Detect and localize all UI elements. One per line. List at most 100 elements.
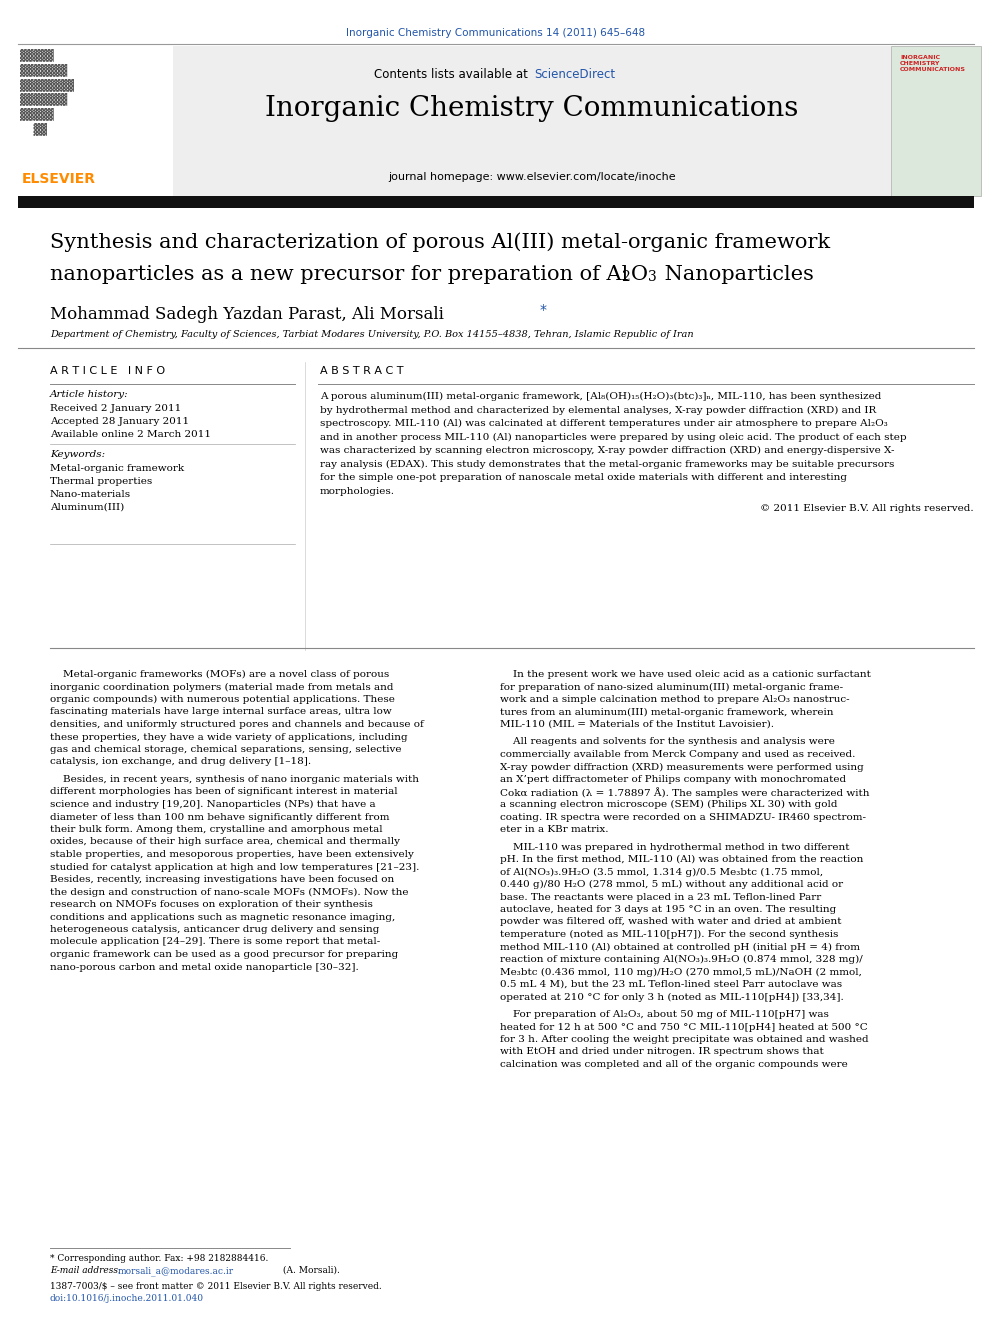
Text: A R T I C L E   I N F O: A R T I C L E I N F O <box>50 366 165 376</box>
Bar <box>18 196 974 208</box>
Text: catalysis, ion exchange, and drug delivery [1–18].: catalysis, ion exchange, and drug delive… <box>50 758 311 766</box>
Text: a scanning electron microscope (SEM) (Philips XL 30) with gold: a scanning electron microscope (SEM) (Ph… <box>500 800 837 810</box>
Text: by hydrothermal method and characterized by elemental analyses, X-ray powder dif: by hydrothermal method and characterized… <box>320 406 876 414</box>
Text: commercially available from Merck Company and used as received.: commercially available from Merck Compan… <box>500 750 855 759</box>
Text: E-mail address:: E-mail address: <box>50 1266 124 1275</box>
Text: with EtOH and dried under nitrogen. IR spectrum shows that: with EtOH and dried under nitrogen. IR s… <box>500 1048 823 1057</box>
Text: Metal-organic frameworks (MOFs) are a novel class of porous: Metal-organic frameworks (MOFs) are a no… <box>50 669 389 679</box>
Text: organic compounds) with numerous potential applications. These: organic compounds) with numerous potenti… <box>50 695 395 704</box>
Text: Besides, recently, increasing investigations have been focused on: Besides, recently, increasing investigat… <box>50 875 394 884</box>
Bar <box>18 46 173 196</box>
Text: their bulk form. Among them, crystalline and amorphous metal: their bulk form. Among them, crystalline… <box>50 826 383 833</box>
Text: Cokα radiation (λ = 1.78897 Å). The samples were characterized with: Cokα radiation (λ = 1.78897 Å). The samp… <box>500 787 870 798</box>
Text: for preparation of nano-sized aluminum(III) metal-organic frame-: for preparation of nano-sized aluminum(I… <box>500 683 843 692</box>
Text: ScienceDirect: ScienceDirect <box>534 67 615 81</box>
Text: inorganic coordination polymers (material made from metals and: inorganic coordination polymers (materia… <box>50 683 394 692</box>
Text: nanoparticles as a new precursor for preparation of Al: nanoparticles as a new precursor for pre… <box>50 265 628 284</box>
Text: Me₃btc (0.436 mmol, 110 mg)/H₂O (270 mmol,5 mL)/NaOH (2 mmol,: Me₃btc (0.436 mmol, 110 mg)/H₂O (270 mmo… <box>500 967 862 976</box>
Text: for 3 h. After cooling the weight precipitate was obtained and washed: for 3 h. After cooling the weight precip… <box>500 1035 869 1044</box>
Text: 3: 3 <box>648 270 657 284</box>
Text: *: * <box>540 303 547 318</box>
Text: ELSEVIER: ELSEVIER <box>22 172 96 187</box>
Text: doi:10.1016/j.inoche.2011.01.040: doi:10.1016/j.inoche.2011.01.040 <box>50 1294 204 1303</box>
Text: Contents lists available at: Contents lists available at <box>374 67 532 81</box>
Text: Nano-materials: Nano-materials <box>50 490 131 499</box>
Text: X-ray powder diffraction (XRD) measurements were performed using: X-ray powder diffraction (XRD) measureme… <box>500 762 864 771</box>
Bar <box>173 46 891 196</box>
Text: an X’pert diffractometer of Philips company with monochromated: an X’pert diffractometer of Philips comp… <box>500 775 846 785</box>
Text: O: O <box>631 265 648 284</box>
Text: For preparation of Al₂O₃, about 50 mg of MIL-110[pH7] was: For preparation of Al₂O₃, about 50 mg of… <box>500 1009 829 1019</box>
Text: the design and construction of nano-scale MOFs (NMOFs). Now the: the design and construction of nano-scal… <box>50 888 409 897</box>
Text: morphologies.: morphologies. <box>320 487 395 496</box>
Text: base. The reactants were placed in a 23 mL Teflon-lined Parr: base. The reactants were placed in a 23 … <box>500 893 821 901</box>
Text: Inorganic Chemistry Communications: Inorganic Chemistry Communications <box>265 95 799 122</box>
Text: eter in a KBr matrix.: eter in a KBr matrix. <box>500 826 608 833</box>
Text: these properties, they have a wide variety of applications, including: these properties, they have a wide varie… <box>50 733 408 741</box>
Text: MIL-110 (MIL = Materials of the Institut Lavoisier).: MIL-110 (MIL = Materials of the Institut… <box>500 720 774 729</box>
Text: molecule application [24–29]. There is some report that metal-: molecule application [24–29]. There is s… <box>50 938 380 946</box>
Text: autoclave, heated for 3 days at 195 °C in an oven. The resulting: autoclave, heated for 3 days at 195 °C i… <box>500 905 836 914</box>
Bar <box>891 46 981 196</box>
Text: Metal-organic framework: Metal-organic framework <box>50 464 185 474</box>
Text: Keywords:: Keywords: <box>50 450 105 459</box>
Text: nano-porous carbon and metal oxide nanoparticle [30–32].: nano-porous carbon and metal oxide nanop… <box>50 963 359 971</box>
Text: calcination was completed and all of the organic compounds were: calcination was completed and all of the… <box>500 1060 848 1069</box>
Text: densities, and uniformly structured pores and channels and because of: densities, and uniformly structured pore… <box>50 720 424 729</box>
Text: A B S T R A C T: A B S T R A C T <box>320 366 404 376</box>
Text: In the present work we have used oleic acid as a cationic surfactant: In the present work we have used oleic a… <box>500 669 871 679</box>
Text: and in another process MIL-110 (Al) nanoparticles were prepared by using oleic a: and in another process MIL-110 (Al) nano… <box>320 433 907 442</box>
Text: Available online 2 March 2011: Available online 2 March 2011 <box>50 430 211 439</box>
Text: Aluminum(III): Aluminum(III) <box>50 503 124 512</box>
Text: heated for 12 h at 500 °C and 750 °C MIL-110[pH4] heated at 500 °C: heated for 12 h at 500 °C and 750 °C MIL… <box>500 1023 868 1032</box>
Text: Accepted 28 January 2011: Accepted 28 January 2011 <box>50 417 189 426</box>
Text: was characterized by scanning electron microscopy, X-ray powder diffraction (XRD: was characterized by scanning electron m… <box>320 446 895 455</box>
Text: INORGANIC
CHEMISTRY
COMMUNICATIONS: INORGANIC CHEMISTRY COMMUNICATIONS <box>900 56 966 71</box>
Text: stable properties, and mesoporous properties, have been extensively: stable properties, and mesoporous proper… <box>50 849 414 859</box>
Text: Inorganic Chemistry Communications 14 (2011) 645–648: Inorganic Chemistry Communications 14 (2… <box>346 28 646 38</box>
Text: © 2011 Elsevier B.V. All rights reserved.: © 2011 Elsevier B.V. All rights reserved… <box>761 504 974 513</box>
Text: Nanoparticles: Nanoparticles <box>658 265 813 284</box>
Text: spectroscopy. MIL-110 (Al) was calcinated at different temperatures under air at: spectroscopy. MIL-110 (Al) was calcinate… <box>320 419 888 429</box>
Text: reaction of mixture containing Al(NO₃)₃.9H₂O (0.874 mmol, 328 mg)/: reaction of mixture containing Al(NO₃)₃.… <box>500 955 863 964</box>
Text: organic framework can be used as a good precursor for preparing: organic framework can be used as a good … <box>50 950 398 959</box>
Text: 0.5 mL 4 M), but the 23 mL Teflon-lined steel Parr autoclave was: 0.5 mL 4 M), but the 23 mL Teflon-lined … <box>500 980 842 990</box>
Text: studied for catalyst application at high and low temperatures [21–23].: studied for catalyst application at high… <box>50 863 420 872</box>
Text: temperature (noted as MIL-110[pH7]). For the second synthesis: temperature (noted as MIL-110[pH7]). For… <box>500 930 838 939</box>
Text: method MIL-110 (Al) obtained at controlled pH (initial pH = 4) from: method MIL-110 (Al) obtained at controll… <box>500 942 860 951</box>
Text: * Corresponding author. Fax: +98 2182884416.: * Corresponding author. Fax: +98 2182884… <box>50 1254 269 1263</box>
Text: Department of Chemistry, Faculty of Sciences, Tarbiat Modares University, P.O. B: Department of Chemistry, Faculty of Scie… <box>50 329 693 339</box>
Text: journal homepage: www.elsevier.com/locate/inoche: journal homepage: www.elsevier.com/locat… <box>388 172 676 183</box>
Text: for the simple one-pot preparation of nanoscale metal oxide materials with diffe: for the simple one-pot preparation of na… <box>320 474 847 482</box>
Text: MIL-110 was prepared in hydrothermal method in two different: MIL-110 was prepared in hydrothermal met… <box>500 843 849 852</box>
Text: All reagents and solvents for the synthesis and analysis were: All reagents and solvents for the synthe… <box>500 737 835 746</box>
Text: fascinating materials have large internal surface areas, ultra low: fascinating materials have large interna… <box>50 708 392 717</box>
Text: Article history:: Article history: <box>50 390 129 400</box>
Text: ▓▓▓▓▓
▓▓▓▓▓▓▓
▓▓▓▓▓▓▓▓
▓▓▓▓▓▓▓
▓▓▓▓▓
  ▓▓: ▓▓▓▓▓ ▓▓▓▓▓▓▓ ▓▓▓▓▓▓▓▓ ▓▓▓▓▓▓▓ ▓▓▓▓▓ ▓▓ <box>20 48 74 135</box>
Text: research on NMOFs focuses on exploration of their synthesis: research on NMOFs focuses on exploration… <box>50 900 373 909</box>
Text: 0.440 g)/80 H₂O (278 mmol, 5 mL) without any additional acid or: 0.440 g)/80 H₂O (278 mmol, 5 mL) without… <box>500 880 843 889</box>
Text: pH. In the first method, MIL-110 (Al) was obtained from the reaction: pH. In the first method, MIL-110 (Al) wa… <box>500 855 863 864</box>
Text: tures from an aluminum(III) metal-organic framework, wherein: tures from an aluminum(III) metal-organi… <box>500 708 833 717</box>
Text: gas and chemical storage, chemical separations, sensing, selective: gas and chemical storage, chemical separ… <box>50 745 402 754</box>
Text: Synthesis and characterization of porous Al(III) metal-organic framework: Synthesis and characterization of porous… <box>50 232 830 251</box>
Text: Received 2 January 2011: Received 2 January 2011 <box>50 404 182 413</box>
Text: ray analysis (EDAX). This study demonstrates that the metal-organic frameworks m: ray analysis (EDAX). This study demonstr… <box>320 459 895 468</box>
Text: different morphologies has been of significant interest in material: different morphologies has been of signi… <box>50 787 398 796</box>
Text: A porous aluminum(III) metal-organic framework, [Al₈(OH)₁₅(H₂O)₃(btc)₃]ₙ, MIL-11: A porous aluminum(III) metal-organic fra… <box>320 392 881 401</box>
Text: operated at 210 °C for only 3 h (noted as MIL-110[pH4]) [33,34].: operated at 210 °C for only 3 h (noted a… <box>500 992 844 1002</box>
Text: of Al(NO₃)₃.9H₂O (3.5 mmol, 1.314 g)/0.5 Me₃btc (1.75 mmol,: of Al(NO₃)₃.9H₂O (3.5 mmol, 1.314 g)/0.5… <box>500 868 823 877</box>
Text: Thermal properties: Thermal properties <box>50 478 152 486</box>
Text: coating. IR spectra were recorded on a SHIMADZU- IR460 spectrom-: coating. IR spectra were recorded on a S… <box>500 812 866 822</box>
Text: (A. Morsali).: (A. Morsali). <box>280 1266 340 1275</box>
Text: powder was filtered off, washed with water and dried at ambient: powder was filtered off, washed with wat… <box>500 917 841 926</box>
Text: oxides, because of their high surface area, chemical and thermally: oxides, because of their high surface ar… <box>50 837 400 847</box>
Text: heterogeneous catalysis, anticancer drug delivery and sensing: heterogeneous catalysis, anticancer drug… <box>50 925 379 934</box>
Text: Besides, in recent years, synthesis of nano inorganic materials with: Besides, in recent years, synthesis of n… <box>50 775 419 785</box>
Text: Mohammad Sadegh Yazdan Parast, Ali Morsali: Mohammad Sadegh Yazdan Parast, Ali Morsa… <box>50 306 443 323</box>
Text: conditions and applications such as magnetic resonance imaging,: conditions and applications such as magn… <box>50 913 395 922</box>
Text: 1387-7003/$ – see front matter © 2011 Elsevier B.V. All rights reserved.: 1387-7003/$ – see front matter © 2011 El… <box>50 1282 382 1291</box>
Text: diameter of less than 100 nm behave significantly different from: diameter of less than 100 nm behave sign… <box>50 812 390 822</box>
Text: work and a simple calcination method to prepare Al₂O₃ nanostruc-: work and a simple calcination method to … <box>500 695 849 704</box>
Text: 2: 2 <box>621 270 630 284</box>
